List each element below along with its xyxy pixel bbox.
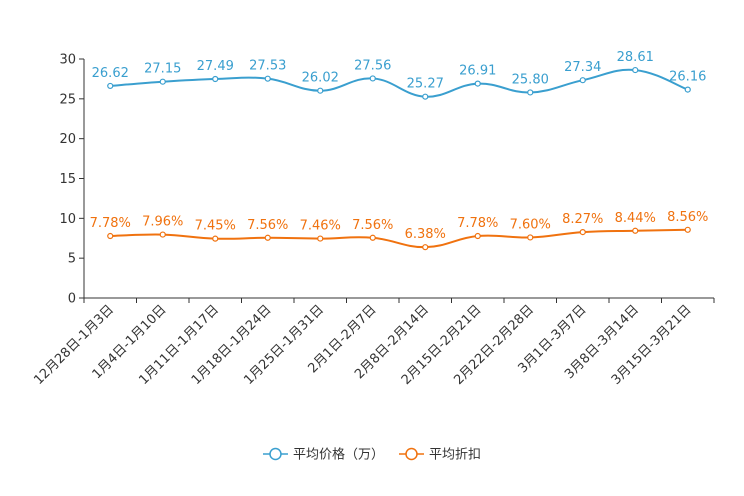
data-point[interactable]	[527, 89, 534, 96]
series-line	[110, 68, 689, 98]
data-point[interactable]	[527, 234, 534, 241]
data-label: 8.56%	[667, 210, 708, 225]
data-label: 7.56%	[352, 218, 393, 233]
data-point[interactable]	[107, 82, 114, 90]
data-point[interactable]	[369, 75, 376, 82]
data-label: 26.02	[302, 71, 339, 86]
legend-circle-icon	[405, 447, 418, 461]
series-2: 7.78% 7.96% 7.45% 7.56% 7.46% 7.56% 6.38% 7.78%…	[90, 210, 708, 251]
data-point[interactable]	[632, 66, 639, 74]
data-label: 27.49	[197, 59, 234, 74]
data-point[interactable]	[317, 235, 324, 242]
data-point[interactable]	[422, 93, 429, 100]
data-label: 7.78%	[457, 216, 498, 231]
data-point[interactable]	[212, 75, 219, 83]
data-point[interactable]	[474, 232, 481, 240]
data-label: 7.45%	[195, 219, 236, 234]
data-label: 7.56%	[247, 218, 288, 233]
legend-item-1[interactable]: 平均价格（万）	[262, 447, 384, 463]
data-label: 8.44%	[615, 211, 656, 226]
data-label: 8.27%	[562, 212, 603, 227]
data-point[interactable]	[317, 87, 324, 94]
legend-label: 平均价格（万）	[293, 447, 384, 463]
data-point[interactable]	[212, 235, 219, 242]
data-label: 6.38%	[405, 227, 446, 242]
data-label: 26.62	[92, 66, 129, 81]
data-label: 7.96%	[142, 215, 183, 230]
legend-circle-icon	[269, 447, 282, 461]
data-point[interactable]	[264, 75, 271, 82]
data-label: 7.78%	[90, 216, 131, 231]
data-label: 28.61	[617, 50, 654, 65]
data-point[interactable]	[422, 244, 429, 251]
data-label: 7.60%	[510, 217, 551, 232]
y-tick-label: 30	[59, 53, 76, 68]
data-point[interactable]	[107, 232, 114, 240]
data-label: 27.56	[354, 58, 391, 73]
data-label: 26.16	[669, 70, 706, 85]
y-tick-label: 15	[59, 172, 76, 187]
data-point[interactable]	[159, 231, 166, 238]
legend-item-2[interactable]: 平均折扣	[399, 448, 481, 463]
y-tick-label: 20	[59, 132, 76, 147]
data-label: 26.91	[459, 64, 496, 79]
legend[interactable]: 平均价格（万） 平均折扣	[262, 447, 481, 463]
series-layer: 26.62 27.15 27.49 27.53 26.02 27.56 25.27 26.91…	[90, 50, 708, 251]
data-label: 25.27	[407, 77, 444, 92]
data-point[interactable]	[159, 78, 166, 85]
data-label: 27.53	[249, 59, 286, 74]
y-tick-label: 10	[59, 212, 76, 227]
y-tick-label: 5	[68, 252, 76, 267]
series-1: 26.62 27.15 27.49 27.53 26.02 27.56 25.27 26.91…	[92, 50, 706, 100]
data-point[interactable]	[632, 227, 639, 234]
data-point[interactable]	[579, 229, 586, 236]
data-point[interactable]	[264, 234, 271, 241]
y-tick-label: 25	[59, 92, 76, 107]
data-label: 7.46%	[300, 219, 341, 234]
data-point[interactable]	[684, 86, 691, 93]
legend-label: 平均折扣	[429, 448, 481, 463]
data-label: 27.15	[144, 62, 181, 77]
data-point[interactable]	[474, 80, 481, 87]
data-point[interactable]	[684, 226, 691, 233]
data-point[interactable]	[369, 234, 376, 241]
data-label: 27.34	[564, 60, 601, 75]
data-point[interactable]	[579, 77, 586, 84]
data-label: 25.80	[512, 72, 549, 87]
y-tick-label: 0	[68, 292, 76, 307]
series-line	[110, 228, 688, 249]
